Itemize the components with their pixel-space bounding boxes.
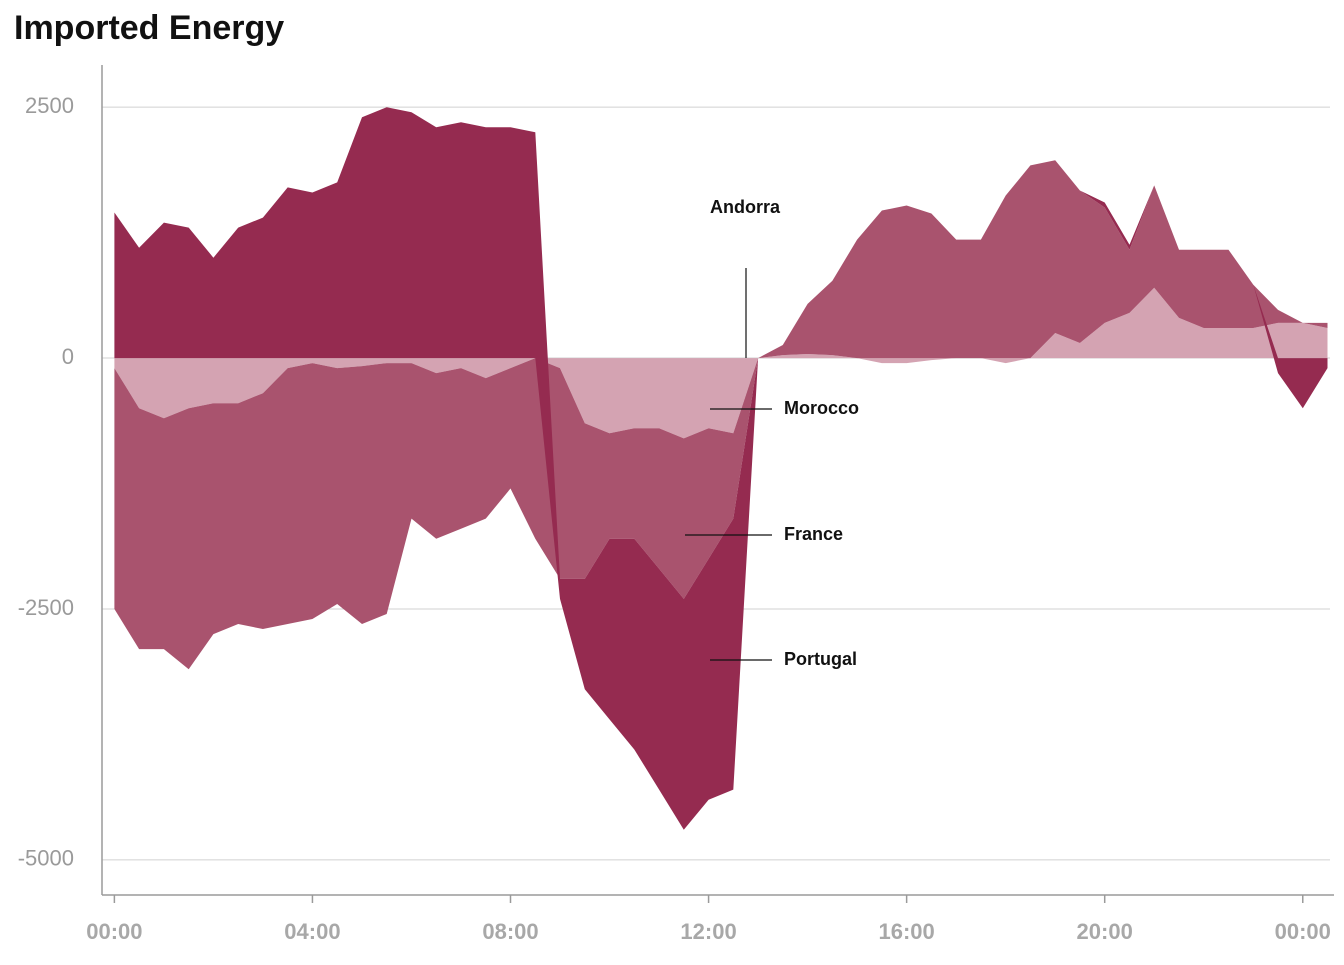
y-tick-label: -5000 — [18, 846, 74, 871]
x-tick-label: 00:00 — [86, 919, 142, 944]
x-tick-label: 12:00 — [680, 919, 736, 944]
series-label: Morocco — [784, 398, 859, 418]
series-labels: Andorra Morocco France Portugal — [685, 197, 859, 669]
x-tick-label: 04:00 — [284, 919, 340, 944]
x-tick-label: 20:00 — [1077, 919, 1133, 944]
area — [114, 287, 1328, 439]
x-tick-label: 16:00 — [878, 919, 934, 944]
area — [114, 160, 1328, 670]
x-tick-label: 00:00 — [1275, 919, 1331, 944]
chart-title: Imported Energy — [14, 9, 284, 47]
y-tick-label: 2500 — [25, 93, 74, 118]
series-label: Portugal — [784, 649, 857, 669]
series-label: Andorra — [710, 197, 781, 217]
y-tick-label: -2500 — [18, 595, 74, 620]
area — [114, 107, 1328, 830]
areas — [114, 107, 1328, 830]
series-label: France — [784, 524, 843, 544]
axes: 2500 0 -2500 -5000 00:00 04:00 08:00 12:00 16:00… — [18, 65, 1334, 944]
y-tick-label: 0 — [62, 344, 74, 369]
x-tick-label: 08:00 — [482, 919, 538, 944]
